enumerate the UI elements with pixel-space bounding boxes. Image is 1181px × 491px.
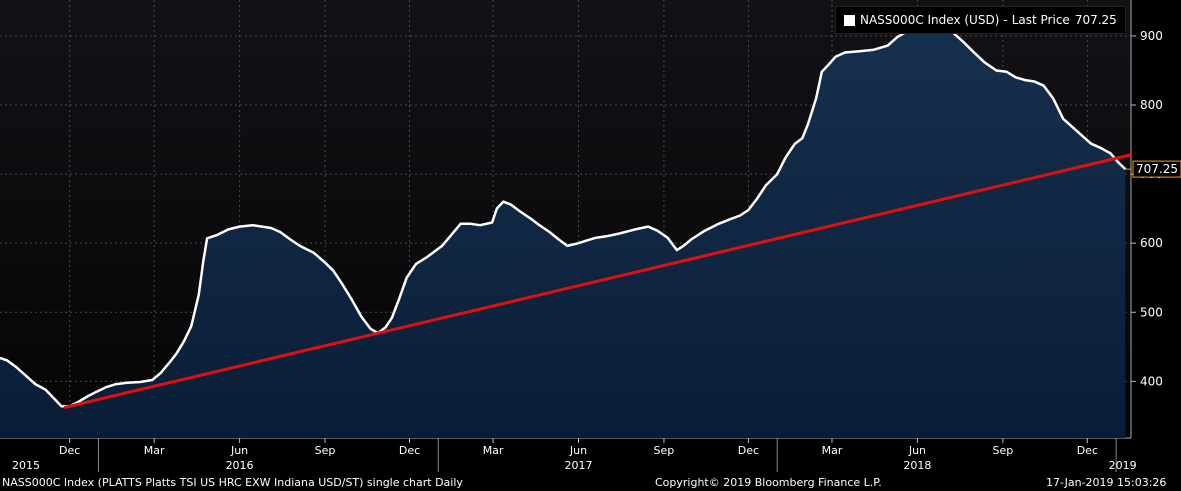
x-tick-label: Jun xyxy=(908,444,926,457)
legend: NASS000C Index (USD) - Last Price 707.25 xyxy=(835,6,1126,34)
footer-description: NASS000C Index (PLATTS Platts TSI US HRC… xyxy=(2,476,463,489)
series-area xyxy=(0,23,1126,438)
year-label: 2018 xyxy=(903,459,931,472)
x-tick-label: Dec xyxy=(738,444,759,457)
y-tick-label: 900 xyxy=(1140,29,1163,43)
x-tick-label: Sep xyxy=(654,444,675,457)
x-tick-label: Sep xyxy=(992,444,1013,457)
footer: NASS000C Index (PLATTS Platts TSI US HRC… xyxy=(0,474,1181,491)
x-tick-label: Mar xyxy=(144,444,165,457)
year-label: 2017 xyxy=(565,459,593,472)
legend-last-price-value: 707.25 xyxy=(1074,13,1117,27)
x-tick-label: Mar xyxy=(822,444,843,457)
x-tick-label: Dec xyxy=(1077,444,1098,457)
legend-swatch xyxy=(844,14,855,26)
legend-separator: - xyxy=(1003,13,1008,27)
y-tick-label: 800 xyxy=(1140,98,1163,112)
footer-copyright: Copyright© 2019 Bloomberg Finance L.P. xyxy=(655,476,882,489)
x-tick-label: Jun xyxy=(569,444,587,457)
x-tick-label: Dec xyxy=(399,444,420,457)
year-label: 2016 xyxy=(226,459,254,472)
legend-last-price-label: Last Price xyxy=(1011,13,1070,27)
year-label: 2015 xyxy=(12,459,40,472)
legend-series-name: NASS000C Index (USD) xyxy=(860,13,1000,27)
footer-timestamp: 17-Jan-2019 15:03:26 xyxy=(1046,476,1167,489)
last-price-box xyxy=(1132,160,1181,178)
year-label: 2019 xyxy=(1109,459,1137,472)
y-tick-label: 600 xyxy=(1140,236,1163,250)
last-price-label: 707.25 xyxy=(1136,162,1178,176)
y-tick-label: 500 xyxy=(1140,305,1163,319)
y-tick-label: 400 xyxy=(1140,374,1163,388)
x-tick-label: Sep xyxy=(315,444,336,457)
x-tick-label: Mar xyxy=(483,444,504,457)
x-tick-label: Jun xyxy=(230,444,248,457)
trend-line xyxy=(63,153,1132,410)
x-tick-label: Dec xyxy=(59,444,80,457)
